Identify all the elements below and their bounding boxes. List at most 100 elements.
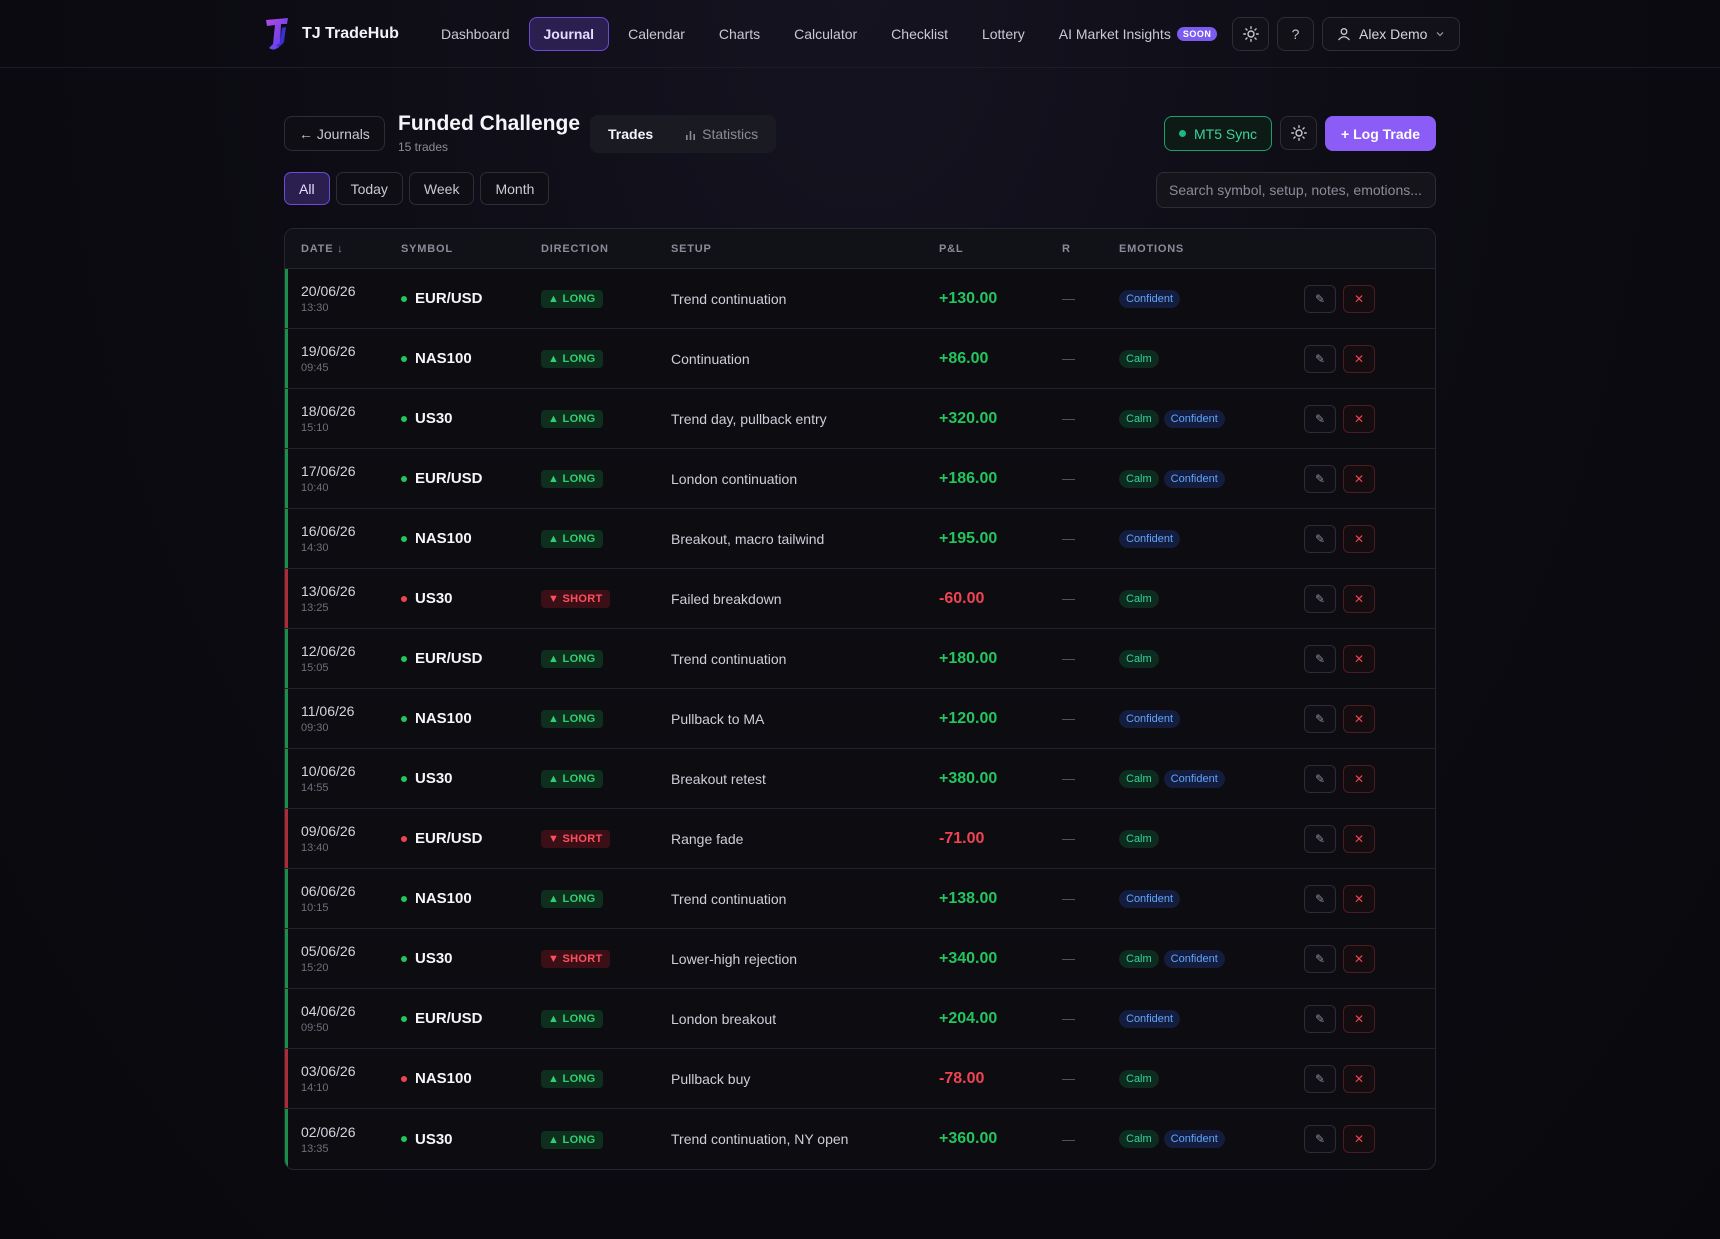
filter-today[interactable]: Today — [335, 172, 403, 205]
table-row[interactable]: 02/06/26 13:35 US30 ▲ LONG Trend continu… — [285, 1109, 1435, 1169]
mt5-sync-button[interactable]: MT5 Sync — [1164, 116, 1273, 151]
emotion-tag: Calm — [1119, 589, 1159, 608]
table-row[interactable]: 09/06/26 13:40 EUR/USD ▼ SHORT Range fad… — [285, 809, 1435, 869]
delete-trade-button[interactable]: ✕ — [1343, 344, 1375, 373]
table-row[interactable]: 10/06/26 14:55 US30 ▲ LONG Breakout rete… — [285, 749, 1435, 809]
edit-trade-button[interactable]: ✎ — [1304, 824, 1336, 853]
filter-month[interactable]: Month — [480, 172, 550, 205]
delete-trade-button[interactable]: ✕ — [1343, 944, 1375, 973]
result-stripe — [285, 449, 288, 508]
direction-label: LONG — [562, 293, 596, 305]
nav-journal[interactable]: Journal — [528, 17, 610, 51]
filter-all[interactable]: All — [284, 172, 330, 205]
edit-trade-button[interactable]: ✎ — [1304, 464, 1336, 493]
table-row[interactable]: 16/06/26 14:30 NAS100 ▲ LONG Breakout, m… — [285, 509, 1435, 569]
nav-dashboard[interactable]: Dashboard — [441, 26, 510, 42]
edit-trade-button[interactable]: ✎ — [1304, 1125, 1336, 1153]
delete-trade-button[interactable]: ✕ — [1343, 644, 1375, 673]
table-row[interactable]: 06/06/26 10:15 NAS100 ▲ LONG Trend conti… — [285, 869, 1435, 929]
edit-trade-button[interactable]: ✎ — [1304, 1004, 1336, 1033]
edit-trade-button[interactable]: ✎ — [1304, 1064, 1336, 1093]
trade-pnl: +130.00 — [939, 289, 998, 307]
edit-trade-button[interactable]: ✎ — [1304, 764, 1336, 793]
emotion-tag: Confident — [1163, 409, 1225, 428]
table-row[interactable]: 17/06/26 10:40 EUR/USD ▲ LONG London con… — [285, 449, 1435, 509]
delete-trade-button[interactable]: ✕ — [1343, 284, 1375, 313]
edit-trade-button[interactable]: ✎ — [1304, 404, 1336, 433]
delete-trade-button[interactable]: ✕ — [1343, 824, 1375, 853]
delete-trade-button[interactable]: ✕ — [1343, 584, 1375, 613]
theme-toggle-button[interactable] — [1232, 17, 1269, 51]
log-trade-button[interactable]: + Log Trade — [1325, 116, 1436, 151]
emotion-tag: Confident — [1119, 529, 1181, 548]
edit-trade-button[interactable]: ✎ — [1304, 344, 1336, 373]
symbol-cell: US30 — [401, 590, 541, 607]
direction-badge: ▲ LONG — [541, 470, 603, 488]
trade-date: 05/06/26 — [301, 943, 356, 959]
nav-calculator[interactable]: Calculator — [794, 26, 858, 42]
direction-badge: ▲ LONG — [541, 530, 603, 548]
close-icon: ✕ — [1353, 1071, 1365, 1086]
table-row[interactable]: 12/06/26 15:05 EUR/USD ▲ LONG Trend cont… — [285, 629, 1435, 689]
user-menu-button[interactable]: Alex Demo — [1322, 17, 1461, 51]
trade-symbol: NAS100 — [415, 710, 472, 727]
close-icon: ✕ — [1353, 351, 1365, 366]
nav-calendar[interactable]: Calendar — [628, 26, 685, 42]
symbol-cell: NAS100 — [401, 890, 541, 907]
table-row[interactable]: 19/06/26 09:45 NAS100 ▲ LONG Continuatio… — [285, 329, 1435, 389]
symbol-cell: EUR/USD — [401, 830, 541, 847]
table-row[interactable]: 05/06/26 15:20 US30 ▼ SHORT Lower-high r… — [285, 929, 1435, 989]
actions-cell: ✎ ✕ — [1304, 584, 1434, 613]
result-stripe — [285, 1109, 288, 1169]
trade-pnl: +138.00 — [939, 889, 998, 907]
trade-pnl: +186.00 — [939, 469, 998, 487]
filter-week[interactable]: Week — [408, 172, 475, 205]
search-input[interactable] — [1156, 172, 1436, 208]
tab-trades[interactable]: Trades — [608, 126, 654, 142]
table-row[interactable]: 03/06/26 14:10 NAS100 ▲ LONG Pullback bu… — [285, 1049, 1435, 1109]
edit-trade-button[interactable]: ✎ — [1304, 524, 1336, 553]
edit-trade-button[interactable]: ✎ — [1304, 644, 1336, 673]
edit-trade-button[interactable]: ✎ — [1304, 704, 1336, 733]
delete-trade-button[interactable]: ✕ — [1343, 1004, 1375, 1033]
emotion-tag: Calm — [1119, 769, 1159, 788]
help-button[interactable]: ? — [1277, 17, 1314, 51]
delete-trade-button[interactable]: ✕ — [1343, 464, 1375, 493]
edit-trade-button[interactable]: ✎ — [1304, 584, 1336, 613]
edit-trade-button[interactable]: ✎ — [1304, 944, 1336, 973]
table-row[interactable]: 04/06/26 09:50 EUR/USD ▲ LONG London bre… — [285, 989, 1435, 1049]
edit-trade-button[interactable]: ✎ — [1304, 884, 1336, 913]
arrow-up-icon: ▲ — [548, 773, 560, 785]
delete-trade-button[interactable]: ✕ — [1343, 704, 1375, 733]
table-row[interactable]: 11/06/26 09:30 NAS100 ▲ LONG Pullback to… — [285, 689, 1435, 749]
tab-statistics[interactable]: Statistics — [671, 119, 772, 149]
delete-trade-button[interactable]: ✕ — [1343, 884, 1375, 913]
delete-trade-button[interactable]: ✕ — [1343, 524, 1375, 553]
settings-button[interactable] — [1280, 116, 1318, 150]
trade-date: 16/06/26 — [301, 523, 356, 539]
delete-trade-button[interactable]: ✕ — [1343, 764, 1375, 793]
direction-cell: ▼ SHORT — [541, 949, 671, 968]
table-row[interactable]: 13/06/26 13:25 US30 ▼ SHORT Failed break… — [285, 569, 1435, 629]
date-cell: 10/06/26 14:55 — [285, 763, 401, 794]
emotion-tag: Confident — [1163, 1130, 1225, 1148]
delete-trade-button[interactable]: ✕ — [1343, 1064, 1375, 1093]
arrow-down-icon: ▼ — [548, 593, 560, 605]
table-row[interactable]: 18/06/26 15:10 US30 ▲ LONG Trend day, pu… — [285, 389, 1435, 449]
edit-trade-button[interactable]: ✎ — [1304, 284, 1336, 313]
symbol-cell: NAS100 — [401, 710, 541, 727]
nav-ai-market-insights[interactable]: AI Market Insights SOON — [1044, 17, 1233, 51]
actions-cell: ✎ ✕ — [1304, 404, 1434, 433]
result-dot — [401, 1136, 407, 1142]
delete-trade-button[interactable]: ✕ — [1343, 1125, 1375, 1153]
nav-lottery[interactable]: Lottery — [981, 26, 1025, 42]
close-icon: ✕ — [1353, 291, 1365, 306]
nav-checklist[interactable]: Checklist — [891, 26, 948, 42]
back-to-journals-button[interactable]: ← Journals — [284, 116, 385, 151]
nav-charts[interactable]: Charts — [718, 26, 761, 42]
column-header-date[interactable]: DATE ↓ — [301, 242, 344, 255]
brand[interactable]: TJ TradeHub — [264, 16, 399, 52]
arrow-up-icon: ▲ — [548, 653, 560, 665]
delete-trade-button[interactable]: ✕ — [1343, 404, 1375, 433]
table-row[interactable]: 20/06/26 13:30 EUR/USD ▲ LONG Trend cont… — [285, 269, 1435, 329]
